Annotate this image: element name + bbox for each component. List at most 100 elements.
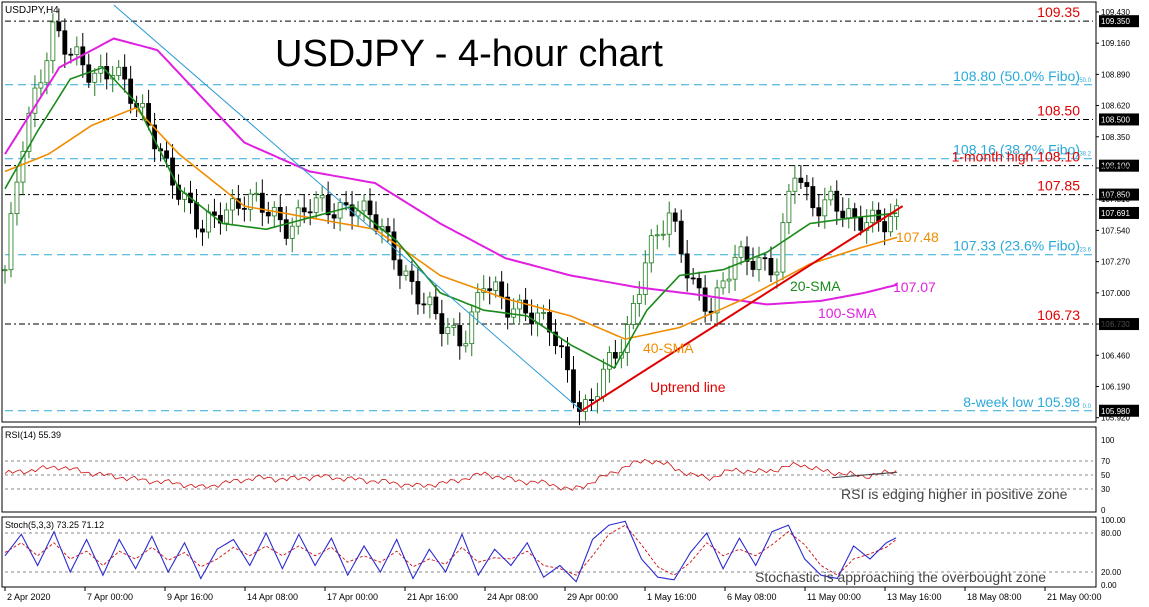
price-tick-label: 108.890	[1101, 70, 1130, 79]
candle-body	[445, 326, 451, 334]
level-axis-box	[1099, 15, 1139, 28]
candle-body	[828, 190, 834, 201]
candle-body	[756, 257, 762, 270]
candle-body	[469, 311, 475, 345]
candle-body	[307, 211, 313, 214]
candle-body	[816, 207, 822, 217]
candle-body	[74, 46, 80, 55]
price-tick-label: 108.620	[1101, 102, 1130, 111]
time-tick-label: 9 Apr 16:00	[167, 592, 213, 602]
candle-body	[834, 190, 840, 212]
candle-body	[176, 184, 181, 200]
stoch-panel-frame	[1, 516, 1097, 588]
time-tick-label: 18 May 08:00	[967, 592, 1022, 602]
candle-body	[397, 259, 403, 276]
candle-body	[636, 294, 642, 304]
candle-body	[8, 213, 14, 271]
candle-body	[852, 208, 858, 219]
candle-body	[325, 194, 331, 216]
level-label: 107.85	[1037, 178, 1080, 194]
candle-body	[571, 369, 576, 403]
candle-body	[361, 200, 367, 212]
level-axis-box	[1099, 113, 1139, 126]
level-axis-box	[1099, 188, 1139, 201]
candle-body	[541, 312, 546, 314]
candle-body	[654, 234, 660, 237]
sma40-line	[4, 106, 898, 340]
candle-body	[696, 278, 702, 289]
price-tick-label: 109.430	[1101, 8, 1130, 17]
sma100-line	[4, 37, 898, 306]
candle-body	[32, 87, 38, 114]
level-axis-label: 105.980	[1101, 407, 1130, 416]
candle-body	[331, 214, 337, 219]
candle-body	[774, 271, 780, 276]
stoch-tick-label: 20.00	[1101, 568, 1122, 577]
uptrend-line	[581, 205, 904, 412]
candle-body	[798, 177, 804, 183]
symbol-label: USDJPY,H4	[5, 5, 59, 16]
level-axis-label: 109.350	[1101, 17, 1130, 26]
candle-body	[212, 211, 217, 216]
stoch-note: Stochastic is approaching the overbought…	[755, 569, 1046, 585]
level-label: 108.50	[1037, 102, 1080, 118]
candle-body	[62, 30, 68, 55]
candle-body	[690, 277, 696, 280]
price-tick-label: 107.270	[1101, 258, 1130, 267]
candle-body	[289, 225, 295, 239]
candle-body	[858, 217, 864, 231]
chart-title: USDJPY - 4-hour chart	[275, 33, 663, 75]
candle-body	[439, 313, 445, 334]
current-price-label: 107.691	[1101, 209, 1130, 218]
candle-body	[122, 66, 128, 80]
candle-body	[583, 399, 588, 412]
rsi-header: RSI(14) 55.39	[5, 430, 61, 440]
candle-body	[116, 66, 122, 76]
candle-body	[385, 226, 391, 233]
candle-body	[200, 228, 205, 233]
time-tick-label: 21 Apr 16:00	[407, 592, 458, 602]
candle-body	[44, 60, 50, 84]
candle-body	[744, 246, 750, 262]
rsi-line	[4, 458, 897, 491]
price-tick-label: 108.350	[1101, 133, 1130, 142]
candle-body	[283, 219, 289, 239]
price-tick-label: 108.080	[1101, 164, 1130, 173]
candle-body	[229, 198, 235, 211]
candle-body	[415, 281, 421, 305]
candle-body	[241, 207, 247, 210]
candle-body	[864, 222, 870, 231]
fibo-tag: 50.0	[1079, 78, 1091, 84]
candle-body	[98, 66, 104, 74]
level-axis-label: 108.100	[1101, 162, 1130, 171]
rsi-tick-label: 100	[1101, 436, 1115, 445]
time-tick-label: 17 Apr 00:00	[327, 592, 378, 602]
candle-body	[433, 296, 439, 315]
rsi-panel: 100 70 50 30 0	[4, 436, 1115, 515]
candle-body	[421, 303, 427, 306]
rsi-note: RSI is edging higher in positive zone	[841, 486, 1068, 502]
candle-body	[493, 281, 499, 291]
candle-body	[259, 192, 265, 213]
level-axis-box	[1099, 159, 1139, 172]
sma20-label: 20-SMA	[790, 278, 841, 294]
candle-body	[804, 182, 810, 187]
candle-body	[403, 270, 409, 276]
candle-body	[146, 103, 152, 126]
candle-body	[810, 186, 816, 209]
candle-body	[565, 346, 570, 371]
candle-body	[630, 303, 636, 325]
time-tick-label: 24 Apr 08:00	[487, 592, 538, 602]
rsi-trend-arrow	[831, 471, 898, 479]
candle-body	[409, 270, 415, 282]
candle-body	[762, 257, 768, 260]
candle-body	[750, 260, 756, 270]
fibo-tag: 38.2	[1079, 152, 1091, 158]
candle-body	[684, 253, 690, 279]
candle-body	[499, 281, 505, 298]
level-axis-label: 108.500	[1101, 115, 1130, 124]
stoch-tick-label: 0.00	[1101, 581, 1117, 590]
rsi-tick-label: 50	[1101, 471, 1110, 480]
current-price-box	[1099, 206, 1139, 219]
